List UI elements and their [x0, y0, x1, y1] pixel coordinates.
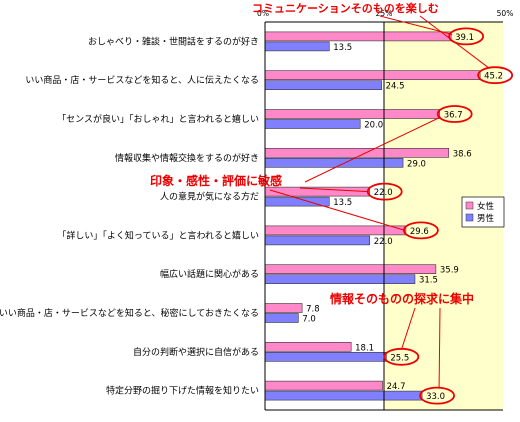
callout-line	[299, 187, 369, 193]
callout-line	[419, 15, 490, 69]
bar-male	[264, 80, 382, 90]
category-label: おしゃべり・雑談・世間話をするのが好き	[88, 35, 259, 47]
x-tick-label: 25%	[376, 9, 393, 18]
value-label: 18.1	[355, 343, 374, 353]
highlight-ellipse	[419, 386, 455, 405]
highlight-ellipse	[477, 66, 514, 85]
bar-female	[264, 109, 440, 119]
callout-line	[438, 307, 441, 389]
value-label: 7.0	[302, 315, 316, 325]
value-label: 29.6	[410, 227, 429, 237]
bar-male	[264, 235, 371, 246]
bar-female	[264, 341, 352, 352]
value-label: 13.5	[333, 43, 352, 53]
value-label: 24.7	[387, 382, 406, 392]
value-label: 7.8	[306, 305, 320, 315]
value-label: 35.9	[440, 266, 459, 276]
annotation-text: コミュニケーションそのものを楽しむ	[252, 1, 439, 15]
bar-female	[264, 380, 383, 391]
bar-male	[264, 119, 361, 129]
highlight-ellipse	[436, 105, 473, 123]
bar-female	[264, 148, 450, 158]
value-label: 33.0	[426, 392, 445, 402]
bar-male	[264, 390, 423, 401]
value-label: 39.1	[455, 33, 474, 43]
value-label: 38.6	[453, 149, 472, 159]
value-label: 22.0	[374, 188, 393, 198]
bar-male	[264, 313, 299, 323]
value-label: 29.0	[407, 159, 426, 169]
category-label: いい商品・店・サービスなどを知ると、秘密にしておきたくなる	[0, 307, 259, 319]
annotation-text: 印象・感性・評価に敏感	[150, 173, 282, 188]
value-label: 25.5	[390, 353, 409, 363]
bar-female	[264, 70, 481, 80]
x-tick-label: 0%	[257, 9, 269, 18]
category-label: いい商品・店・サービスなどを知ると、人に伝えたくなる	[25, 74, 259, 86]
value-label: 45.2	[484, 72, 503, 82]
value-label: 22.0	[374, 237, 393, 247]
value-label: 36.7	[444, 111, 463, 121]
category-label: 「詳しい」「よく知っている」と言われると嬉しい	[57, 229, 259, 241]
bar-male	[264, 351, 387, 362]
bar-female	[264, 225, 407, 236]
bar-female	[264, 303, 303, 313]
category-label: 情報収集や情報交換をするのが好き	[115, 152, 259, 164]
legend-box	[461, 196, 505, 228]
category-label: 「センスが良い」「おしゃれ」と言われると嬉しい	[57, 113, 259, 125]
value-label: 31.5	[419, 276, 438, 286]
callout-line	[400, 307, 416, 350]
legend-label: 男性	[477, 213, 495, 224]
bar-male	[264, 158, 404, 168]
bar-male	[264, 41, 330, 52]
bar-male	[264, 274, 416, 285]
callout-line	[269, 189, 406, 231]
legend-swatch	[465, 201, 474, 210]
legend-label: 女性	[477, 201, 495, 212]
legend-swatch	[465, 213, 474, 222]
bar-female	[264, 264, 437, 275]
value-label: 13.5	[333, 198, 352, 208]
callout-line	[304, 116, 441, 183]
value-label: 24.5	[386, 82, 405, 92]
bar-female	[264, 31, 452, 42]
highlight-ellipse	[448, 27, 485, 46]
category-label: 特定分野の掘り下げた情報を知りたい	[106, 385, 259, 397]
category-label: 人の意見が気になる方だ	[160, 191, 259, 203]
category-label: 幅広い話題に関心がある	[160, 268, 259, 280]
category-label: 自分の判断や選択に自信がある	[133, 346, 259, 358]
value-label: 20.0	[364, 121, 383, 131]
annotation-text: 情報そのものの探求に集中	[330, 291, 474, 306]
x-tick-label: 50%	[497, 9, 514, 18]
